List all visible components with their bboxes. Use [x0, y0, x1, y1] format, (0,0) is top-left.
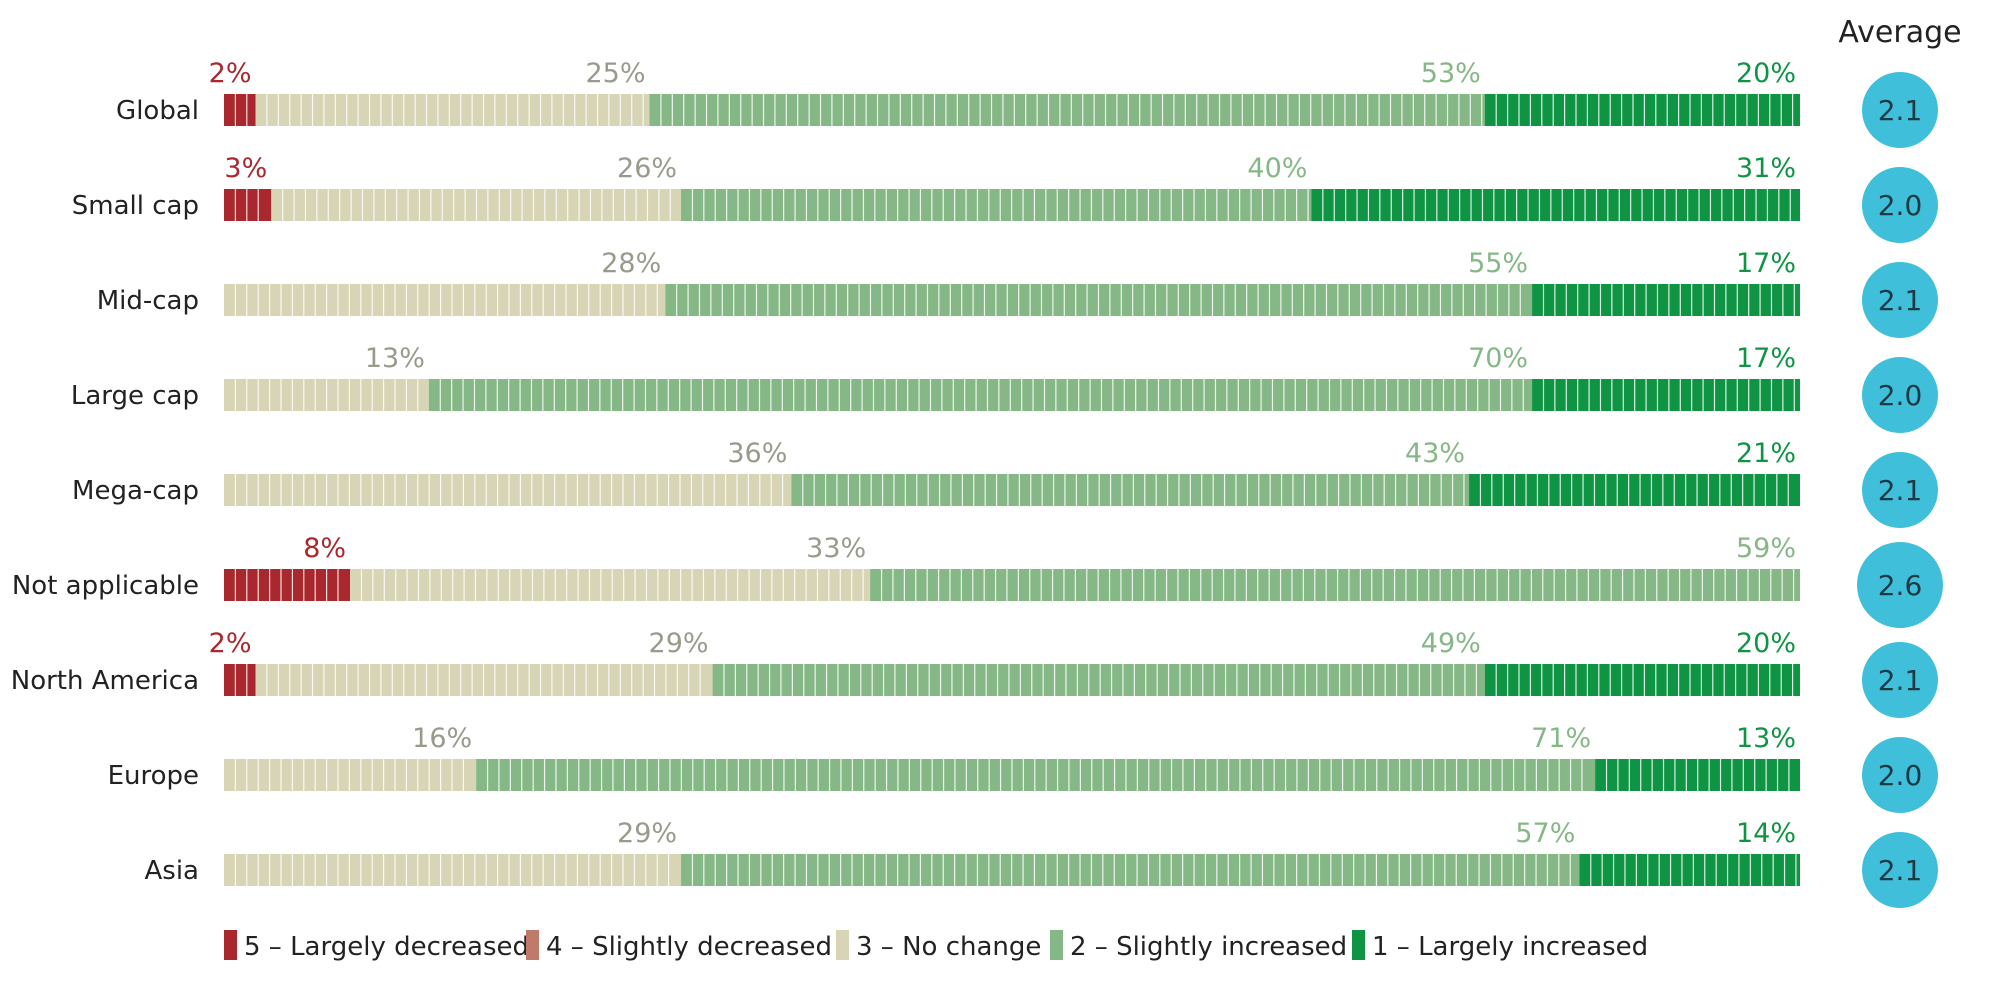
bars-layer	[224, 94, 1800, 886]
data-label: 43%	[1405, 438, 1465, 469]
data-label: 33%	[806, 533, 866, 564]
average-value: 2.0	[1878, 759, 1923, 792]
category-label: Mid-cap	[97, 286, 199, 316]
bar-segment	[224, 284, 666, 316]
bar-segment	[1484, 94, 1800, 126]
average-value: 2.0	[1878, 189, 1923, 222]
average-value: 2.1	[1878, 854, 1923, 887]
data-label: 21%	[1736, 438, 1796, 469]
average-circle	[1862, 72, 1938, 148]
bar-segment	[1532, 284, 1800, 316]
average-circle	[1862, 737, 1938, 813]
legend-swatch	[1352, 930, 1365, 960]
legend-label: 1 – Largely increased	[1372, 932, 1648, 962]
bar-segment	[255, 94, 650, 126]
data-label: 29%	[649, 628, 709, 659]
average-value: 2.1	[1878, 284, 1923, 317]
average-circle	[1862, 357, 1938, 433]
data-label: 59%	[1736, 533, 1796, 564]
bar-segment	[476, 759, 1596, 791]
category-label: Europe	[108, 761, 199, 791]
bar-segment	[681, 854, 1580, 886]
bar-segment	[1311, 189, 1800, 221]
data-label: 16%	[412, 723, 472, 754]
data-label: 29%	[617, 818, 677, 849]
data-label: 25%	[586, 58, 646, 89]
data-label: 55%	[1468, 248, 1528, 279]
bar-segment	[224, 664, 256, 696]
bar-segment	[224, 94, 256, 126]
bar-segment	[224, 189, 272, 221]
average-circle	[1862, 452, 1938, 528]
bar-segment	[1532, 379, 1800, 411]
legend-label: 3 – No change	[856, 932, 1041, 962]
data-label: 71%	[1531, 723, 1591, 754]
bar-segment	[224, 569, 351, 601]
data-label: 36%	[727, 438, 787, 469]
labels-layer: Global 2% 25% 53% 20% Small cap 3% 26% 40% 31% Mid…	[11, 58, 1796, 886]
category-label: Global	[116, 96, 199, 126]
category-label: Large cap	[71, 381, 199, 411]
data-label: 14%	[1736, 818, 1796, 849]
average-circle	[1862, 642, 1938, 718]
bar-segment	[649, 94, 1485, 126]
average-circle	[1862, 167, 1938, 243]
bar-segment	[1469, 474, 1800, 506]
average-value: 2.1	[1878, 474, 1923, 507]
data-label: 28%	[601, 248, 661, 279]
data-label: 3%	[224, 153, 267, 184]
category-label: North America	[11, 666, 199, 696]
data-label: 53%	[1421, 58, 1481, 89]
category-label: Mega-cap	[72, 476, 199, 506]
data-label: 17%	[1736, 248, 1796, 279]
data-label: 31%	[1736, 153, 1796, 184]
data-label: 20%	[1736, 628, 1796, 659]
average-circle	[1857, 542, 1943, 628]
data-label: 57%	[1515, 818, 1575, 849]
average-value: 2.0	[1878, 379, 1923, 412]
data-label: 40%	[1247, 153, 1307, 184]
legend-swatch	[526, 930, 539, 960]
category-label: Not applicable	[12, 571, 199, 601]
bar-segment	[791, 474, 1470, 506]
category-label: Asia	[145, 856, 200, 886]
legend-swatch	[1050, 930, 1063, 960]
data-label: 17%	[1736, 343, 1796, 374]
bar-segment	[681, 189, 1312, 221]
legend-swatch	[224, 930, 237, 960]
bar-segment	[1484, 664, 1800, 696]
averages-layer: Average 2.1 2.0 2.1 2.0 2.1 2.6 2.1 2.0 2.1	[1838, 15, 1962, 908]
data-label: 13%	[365, 343, 425, 374]
bar-segment	[350, 569, 871, 601]
average-circle	[1862, 832, 1938, 908]
bar-segment	[428, 379, 1533, 411]
legend-label: 5 – Largely decreased	[244, 932, 529, 962]
data-label: 2%	[209, 58, 252, 89]
average-value: 2.1	[1878, 664, 1923, 697]
category-label: Small cap	[72, 191, 199, 221]
bar-segment	[712, 664, 1485, 696]
average-circle	[1862, 262, 1938, 338]
average-value: 2.1	[1878, 94, 1923, 127]
data-label: 49%	[1421, 628, 1481, 659]
bar-segment	[870, 569, 1800, 601]
bar-segment	[1579, 854, 1800, 886]
data-label: 20%	[1736, 58, 1796, 89]
data-label: 13%	[1736, 723, 1796, 754]
bar-segment	[224, 474, 792, 506]
average-value: 2.6	[1878, 569, 1923, 602]
data-label: 26%	[617, 153, 677, 184]
legend: 5 – Largely decreased 4 – Slightly decrea…	[224, 930, 1648, 962]
bar-segment	[224, 759, 477, 791]
data-label: 2%	[209, 628, 252, 659]
data-label: 70%	[1468, 343, 1528, 374]
legend-label: 2 – Slightly increased	[1070, 932, 1347, 962]
legend-label: 4 – Slightly decreased	[546, 932, 832, 962]
data-label: 8%	[303, 533, 346, 564]
average-header: Average	[1838, 15, 1961, 50]
legend-swatch	[836, 930, 849, 960]
